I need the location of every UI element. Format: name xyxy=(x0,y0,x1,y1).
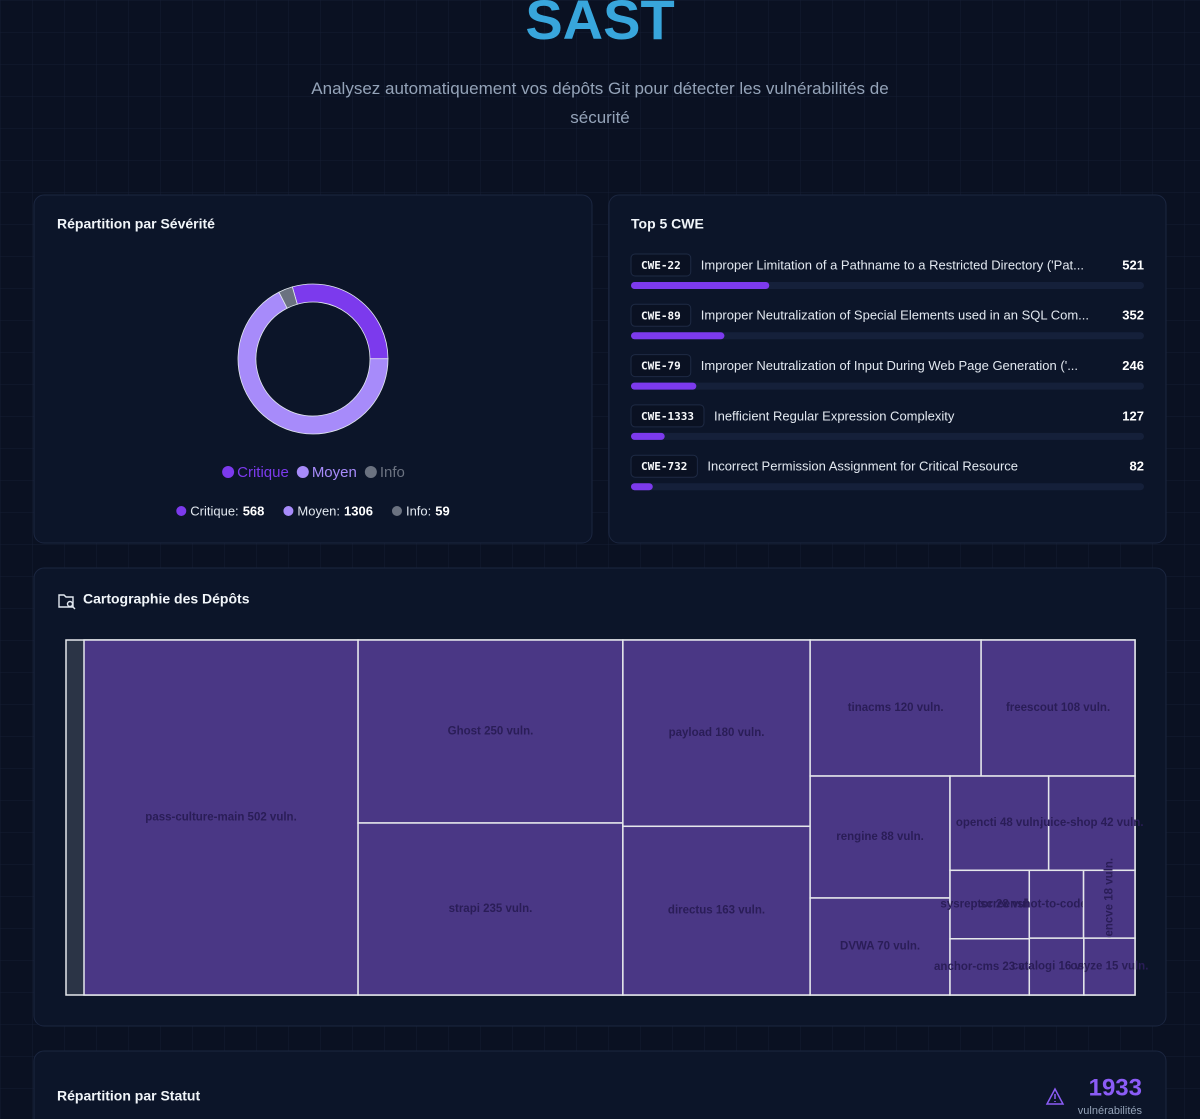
cwe-badge xyxy=(630,404,705,428)
summary-label: Info: xyxy=(406,503,431,518)
cwe-count: 82 xyxy=(1130,459,1144,474)
card-title: Répartition par Statut xyxy=(57,1088,200,1104)
total-label: vulnérabilités xyxy=(1078,1105,1143,1117)
cwe-badge xyxy=(630,253,692,277)
legend-label: Critique xyxy=(237,464,289,481)
cwe-count: 521 xyxy=(1122,257,1144,272)
subtitle: Analysez automatiquement vos dépôts Git … xyxy=(311,79,889,127)
card-title: Top 5 CWE xyxy=(631,216,704,232)
cwe-id: CWE-1333 xyxy=(641,410,694,423)
legend-item: Moyen xyxy=(296,464,357,481)
map-icon xyxy=(58,594,76,610)
summary-value: 1306 xyxy=(344,503,373,518)
treemap-cell xyxy=(1028,937,1085,996)
legend-dot xyxy=(222,466,235,478)
cwe-badge xyxy=(630,303,692,327)
bar-track xyxy=(631,382,1144,390)
treemap-cell xyxy=(949,775,1050,872)
summary-label: Critique: xyxy=(190,503,238,518)
treemap-label: rengine 88 vuln. xyxy=(836,831,924,843)
cwe-count: 352 xyxy=(1122,308,1144,323)
cwe-description: Improper Neutralization of Special Eleme… xyxy=(701,308,1089,323)
bar-track xyxy=(631,483,1144,491)
treemap-cell xyxy=(949,869,1031,940)
treemap-label: directus 163 vuln. xyxy=(668,905,765,917)
treemap-label: opencti 48 vuln. xyxy=(956,817,1043,829)
treemap-label: juice-shop 42 vuln. xyxy=(1039,817,1144,829)
treemap-cell xyxy=(83,639,359,996)
page-title: SAST xyxy=(525,0,674,51)
card xyxy=(33,194,593,544)
card xyxy=(33,1050,1167,1119)
treemap-label: osyze 15 vuln. xyxy=(1070,961,1148,973)
treemap-label: anchor-cms 23 vuln. xyxy=(934,961,1045,973)
treemap-cell xyxy=(980,639,1136,777)
cwe-id: CWE-79 xyxy=(641,360,681,373)
summary-dot xyxy=(283,506,294,516)
summary-value: 568 xyxy=(243,503,265,518)
cwe-id: CWE-22 xyxy=(641,259,681,272)
treemap-label: payload 180 vuln. xyxy=(669,727,765,739)
cwe-count: 246 xyxy=(1122,358,1144,373)
bar xyxy=(631,332,725,340)
cwe-count: 127 xyxy=(1122,408,1144,423)
cwe-description: Improper Neutralization of Input During … xyxy=(701,358,1078,373)
cwe-id: CWE-732 xyxy=(641,460,687,473)
cwe-badge xyxy=(630,354,692,378)
treemap-label: sysreptor 28 vuln. xyxy=(940,899,1038,911)
treemap-cell xyxy=(1028,869,1085,939)
treemap-cell xyxy=(1047,775,1136,872)
total-count: 1933 xyxy=(1089,1074,1142,1101)
treemap-cell xyxy=(357,639,624,824)
cwe-id: CWE-89 xyxy=(641,309,681,322)
donut-segment xyxy=(237,291,389,435)
bar xyxy=(631,282,770,289)
treemap-label: tinacms 120 vuln. xyxy=(848,702,944,714)
cwe-badge xyxy=(630,454,698,478)
treemap-label: Ghost 250 vuln. xyxy=(448,726,534,738)
card-title: Cartographie des Dépôts xyxy=(83,591,250,607)
treemap-cell xyxy=(357,822,624,996)
bar-track xyxy=(631,332,1144,340)
legend-item: Critique xyxy=(222,464,289,481)
summary-value: 59 xyxy=(435,503,449,518)
treemap-label: opencve 18 vuln. xyxy=(1103,858,1115,951)
summary-label: Moyen: xyxy=(297,503,340,518)
legend-dot xyxy=(296,466,309,478)
treemap-label: pass-culture-main 502 vuln. xyxy=(145,812,296,824)
bar xyxy=(631,432,665,440)
treemap-label: freescout 108 vuln. xyxy=(1006,702,1110,714)
treemap-label: strapi 235 vuln. xyxy=(449,903,533,915)
treemap-label: catalogi 16 vuln. xyxy=(1012,961,1101,973)
summary-dot xyxy=(391,506,402,516)
summary-dot xyxy=(176,506,187,516)
legend-label: Info xyxy=(380,464,405,481)
treemap-cell xyxy=(1083,937,1136,996)
warning-icon xyxy=(1045,1087,1065,1105)
bar xyxy=(631,382,697,390)
cwe-description: Incorrect Permission Assignment for Crit… xyxy=(707,459,1018,474)
legend-label: Moyen xyxy=(312,464,357,481)
bar xyxy=(631,483,653,491)
treemap-label: DVWA 70 vuln. xyxy=(840,941,920,953)
card-title: Répartition par Sévérité xyxy=(57,216,215,232)
donut-segment xyxy=(278,286,298,309)
bar-track xyxy=(631,432,1144,440)
legend-dot xyxy=(364,466,377,478)
cwe-description: Inefficient Regular Expression Complexit… xyxy=(714,408,955,423)
treemap-cell xyxy=(809,639,982,777)
legend-item: Info xyxy=(364,464,405,481)
cwe-description: Improper Limitation of a Pathname to a R… xyxy=(701,257,1084,272)
